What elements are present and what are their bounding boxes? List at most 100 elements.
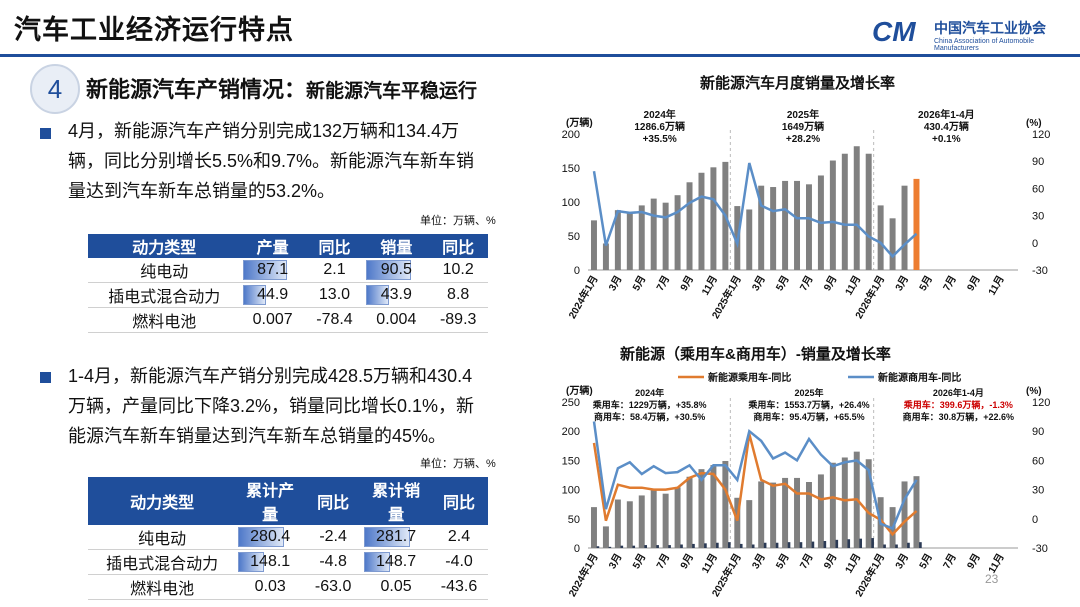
chart-annotation: 商用车：30.8万辆，+22.6% — [903, 411, 1014, 422]
growth-rate-line — [592, 162, 918, 259]
x-tick-label: 2024年1月 — [565, 551, 600, 599]
x-tick-label: 9月 — [965, 552, 983, 571]
cell-value: 43.9 — [380, 286, 412, 303]
sales-bar — [913, 178, 920, 270]
cell-value: 44.9 — [257, 286, 289, 303]
commercial-bar — [680, 544, 683, 548]
x-tick-label: 7月 — [654, 274, 672, 293]
table-cell-sales: 43.9 — [364, 282, 429, 308]
col-header: 同比 — [428, 234, 488, 258]
x-tick-label: 9月 — [678, 274, 696, 293]
table-cell-sales: 90.5 — [364, 258, 429, 283]
paragraph-line: 量达到汽车新车总销量的53.2%。 — [68, 181, 336, 201]
commercial-bar — [919, 542, 922, 548]
y2-tick-label: -30 — [1032, 265, 1048, 277]
page-title: 汽车工业经济运行特点 — [14, 15, 294, 45]
y-tick-label: 50 — [568, 514, 580, 526]
chart-annotation: 430.4万辆 — [924, 120, 969, 133]
y-tick-label: 100 — [562, 197, 580, 209]
sales-bar — [626, 501, 633, 548]
chart-annotation: 1286.6万辆 — [634, 120, 685, 133]
cell-value: 0.05 — [380, 578, 412, 595]
cell-value: 148.7 — [376, 553, 417, 570]
sales-bar — [590, 220, 597, 270]
section-title: 新能源汽车产销情况：新能源汽车平稳运行 — [86, 72, 477, 104]
paragraph-jan-apr: 1-4月，新能源汽车产销分别完成428.5万辆和430.4 万辆，产量同比下降3… — [68, 361, 474, 451]
x-tick-label: 11月 — [699, 552, 720, 576]
x-tick-label: 3月 — [606, 274, 624, 293]
paragraph-line: 辆，同比分别增长5.5%和9.7%。新能源汽车新车销 — [68, 151, 475, 171]
table-header-row: 动力类型 累计产量 同比 累计销量 同比 — [88, 477, 488, 525]
table-row: 燃料电池 0.03 -63.0 0.05 -43.6 — [88, 574, 488, 600]
y2-tick-label: 120 — [1032, 129, 1050, 141]
y2-tick-label: 90 — [1032, 156, 1044, 168]
section-number: 4 — [30, 64, 80, 114]
x-tick-label: 3月 — [750, 274, 768, 293]
y-tick-label: 0 — [574, 543, 580, 555]
sales-bar — [590, 507, 597, 548]
monthly-sales-chart: (万辆) (%) 0 50 100 150 200 -30 0 30 60 90 120 2024年1月 3… — [562, 108, 1051, 321]
y2-tick-label: 60 — [1032, 183, 1044, 195]
chart-annotation: +0.1% — [932, 134, 961, 145]
table-cell-sales-yoy: -89.3 — [428, 307, 488, 333]
commercial-bar — [751, 544, 755, 548]
x-tick-label: 9月 — [678, 552, 696, 571]
x-tick-label: 7月 — [797, 552, 815, 571]
table-cell-type: 纯电动 — [88, 525, 237, 550]
col-header: 同比 — [304, 477, 363, 525]
sales-bar — [889, 218, 896, 270]
commercial-bar — [704, 543, 707, 548]
x-tick-label: 2024年1月 — [565, 273, 600, 321]
sales-bar — [710, 465, 717, 548]
commercial-bar — [811, 541, 815, 548]
x-tick-label: 5月 — [630, 552, 648, 571]
sales-bar — [865, 153, 872, 270]
sales-bar — [829, 462, 836, 548]
table-cell-prod-yoy: 13.0 — [304, 282, 365, 308]
paragraph-line: 4月，新能源汽车产销分别完成132万辆和134.4万 — [68, 121, 460, 141]
commercial-bar — [799, 542, 803, 548]
table1-unit: 单位：万辆、% — [420, 215, 496, 227]
sales-bar — [865, 459, 872, 548]
x-tick-label: 5月 — [630, 274, 648, 293]
x-tick-label: 7月 — [797, 274, 815, 293]
table-cell-sales: 0.004 — [364, 307, 429, 333]
x-tick-label: 7月 — [941, 552, 959, 571]
share-bar — [366, 285, 390, 305]
chart-annotation: 乘用车：1553.7万辆，+26.4% — [747, 399, 869, 410]
y-tick-label: 200 — [562, 426, 580, 438]
chart-annotation: 2025年 — [794, 387, 823, 398]
col-header: 同比 — [304, 234, 365, 258]
commercial-bar — [692, 543, 695, 548]
sales-bar — [770, 482, 777, 548]
table-cell-sales-yoy: 2.4 — [430, 525, 488, 550]
sales-bar — [841, 153, 848, 270]
sales-bar — [829, 160, 836, 270]
commercial-bar — [644, 545, 648, 548]
y-axis-label: (万辆) — [566, 116, 593, 129]
table-cell-prod: 44.9 — [240, 282, 305, 308]
y2-tick-label: 0 — [1032, 238, 1038, 250]
share-bar — [242, 285, 267, 305]
col-header: 累计销量 — [362, 477, 431, 525]
table-row: 插电式混合动力 44.9 13.0 43.9 8.8 — [88, 282, 488, 308]
share-bar — [366, 260, 412, 280]
table-cell-sales-yoy: -4.0 — [430, 549, 488, 575]
y2-tick-label: -30 — [1032, 543, 1048, 555]
commercial-bar — [716, 542, 719, 548]
cell-value: 280.4 — [250, 528, 291, 545]
commercial-bar — [632, 545, 636, 548]
share-bar — [238, 527, 285, 547]
cell-value: 148.1 — [250, 553, 291, 570]
cell-value: 0.007 — [252, 311, 293, 328]
logo-name-en: China Association of Automobile Manufact… — [934, 38, 1035, 52]
table-cell-prod: 280.4 — [236, 525, 305, 550]
commercial-bar — [871, 538, 874, 548]
sales-bar — [686, 182, 693, 270]
bullet-icon — [40, 372, 51, 383]
x-tick-label: 3月 — [893, 274, 911, 293]
share-bar — [242, 260, 287, 280]
chart-annotation: 1649万辆 — [782, 120, 824, 133]
col-header: 产量 — [240, 234, 305, 258]
commercial-bar — [727, 542, 731, 548]
